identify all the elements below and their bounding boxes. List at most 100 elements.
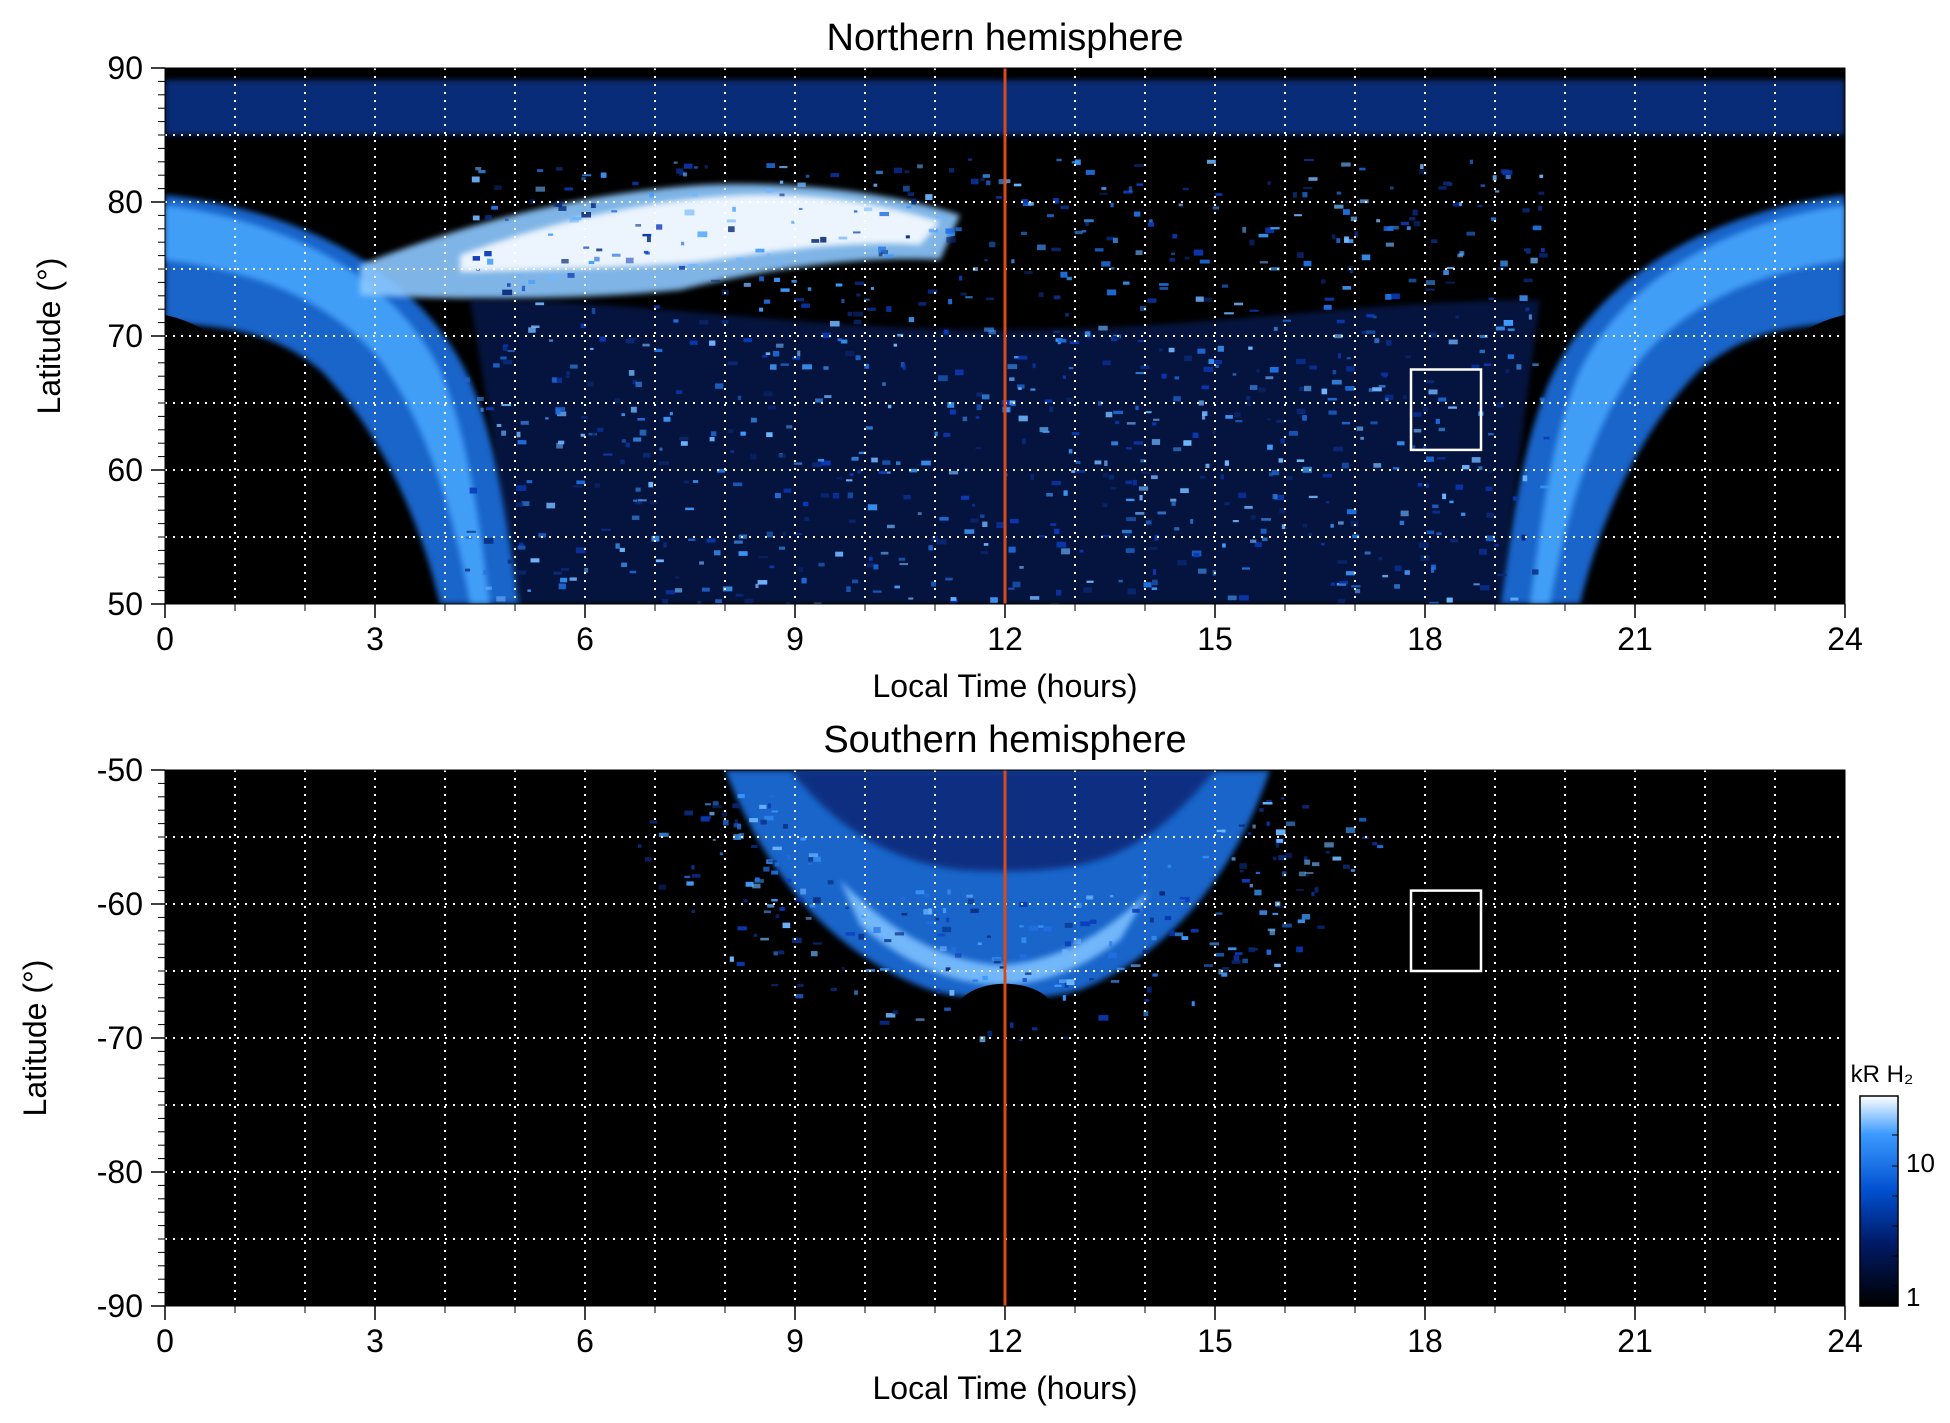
emission-speckle: [882, 460, 891, 465]
emission-speckle: [879, 211, 890, 217]
emission-speckle: [795, 993, 804, 999]
emission-speckle: [1184, 355, 1192, 362]
emission-speckle: [1366, 314, 1375, 318]
emission-speckle: [1009, 377, 1015, 381]
emission-speckle: [1010, 403, 1016, 407]
emission-speckle: [710, 279, 721, 282]
emission-speckle: [1169, 930, 1175, 937]
emission-speckle: [1296, 408, 1306, 415]
emission-speckle: [1108, 474, 1115, 480]
emission-speckle: [655, 559, 664, 563]
emission-speckle: [898, 557, 906, 561]
emission-speckle: [1409, 445, 1416, 449]
emission-speckle: [1337, 598, 1345, 604]
emission-speckle: [1062, 995, 1066, 1001]
emission-speckle: [1344, 236, 1349, 243]
emission-speckle: [900, 896, 906, 902]
emission-speckle: [1018, 387, 1022, 390]
emission-speckle: [1199, 259, 1210, 264]
emission-speckle: [830, 987, 837, 992]
emission-speckle: [935, 215, 945, 219]
emission-speckle: [1333, 334, 1343, 339]
emission-speckle: [911, 198, 917, 205]
emission-speckle: [1126, 517, 1136, 522]
emission-speckle: [1425, 288, 1435, 291]
emission-speckle: [1400, 221, 1409, 226]
emission-speckle: [1022, 201, 1032, 207]
emission-speckle: [936, 539, 947, 545]
emission-speckle: [1304, 859, 1311, 865]
emission-speckle: [986, 180, 991, 186]
emission-speckle: [1152, 569, 1157, 575]
emission-speckle: [528, 327, 536, 333]
emission-speckle: [1297, 252, 1304, 258]
emission-speckle: [1064, 982, 1069, 988]
emission-speckle: [1479, 585, 1490, 591]
emission-speckle: [630, 406, 637, 413]
emission-speckle: [1288, 430, 1298, 436]
emission-speckle: [1311, 891, 1315, 897]
emission-speckle: [1270, 227, 1280, 230]
emission-speckle: [1021, 937, 1027, 944]
emission-speckle: [1541, 247, 1545, 252]
emission-speckle: [927, 289, 938, 294]
emission-speckle: [507, 559, 512, 564]
emission-speckle: [1322, 473, 1332, 478]
emission-speckle: [939, 946, 947, 952]
emission-speckle: [943, 432, 951, 437]
emission-speckle: [1068, 449, 1073, 454]
emission-speckle: [838, 236, 848, 240]
emission-speckle: [975, 447, 981, 450]
emission-speckle: [1302, 192, 1308, 198]
x-tick-label: 6: [576, 621, 594, 657]
emission-speckle: [1256, 369, 1260, 373]
emission-speckle: [1420, 164, 1424, 170]
emission-speckle: [1469, 159, 1474, 165]
colorbar-gradient: [1859, 1095, 1899, 1307]
emission-speckle: [1496, 573, 1507, 577]
emission-speckle: [1543, 436, 1550, 440]
emission-speckle: [712, 805, 722, 809]
emission-speckle: [1121, 529, 1132, 534]
emission-speckle: [685, 507, 694, 511]
emission-speckle: [721, 811, 728, 817]
emission-speckle: [501, 403, 511, 407]
emission-speckle: [1112, 336, 1120, 340]
emission-speckle: [1325, 501, 1330, 504]
emission-speckle: [675, 576, 680, 579]
x-tick-label: 3: [366, 621, 384, 657]
emission-speckle: [1076, 469, 1085, 473]
emission-speckle: [807, 287, 812, 291]
emission-speckle: [1173, 447, 1182, 452]
emission-speckle: [1361, 254, 1371, 261]
emission-speckle: [794, 897, 805, 902]
emission-speckle: [1358, 167, 1366, 171]
emission-speckle: [928, 545, 933, 551]
emission-speckle: [1285, 852, 1293, 859]
emission-speckle: [1135, 372, 1145, 375]
emission-speckle: [518, 542, 524, 546]
emission-speckle: [625, 338, 635, 344]
emission-speckle: [1177, 559, 1187, 566]
emission-speckle: [1197, 348, 1206, 354]
emission-speckle: [1116, 967, 1125, 970]
colorbar-unit: kR H₂: [1851, 1061, 1914, 1088]
emission-speckle: [942, 926, 952, 933]
emission-speckle: [871, 457, 878, 463]
emission-speckle: [1202, 411, 1208, 416]
emission-speckle: [1141, 471, 1150, 474]
emission-speckle: [1350, 216, 1358, 222]
emission-speckle: [1018, 415, 1028, 422]
emission-speckle: [840, 339, 848, 344]
emission-speckle: [1449, 500, 1454, 504]
emission-speckle: [669, 411, 673, 416]
emission-speckle: [777, 453, 786, 458]
emission-speckle: [1126, 422, 1136, 425]
emission-speckle: [1145, 411, 1152, 414]
emission-speckle: [1009, 400, 1016, 405]
emission-speckle: [923, 908, 933, 915]
emission-speckle: [774, 862, 779, 867]
emission-speckle: [1258, 233, 1269, 238]
emission-speckle: [771, 810, 779, 813]
no-data-left: [165, 315, 370, 604]
